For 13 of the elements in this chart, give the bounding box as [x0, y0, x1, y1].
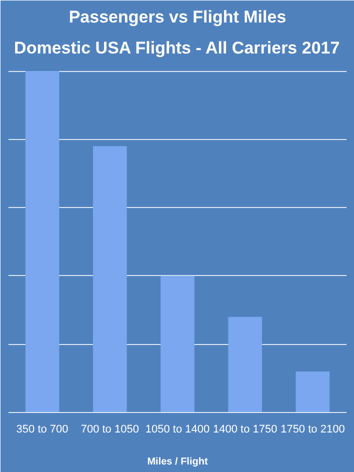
x-tick-label: 1400 to 1750: [212, 424, 278, 436]
x-tick-label: 1750 to 2100: [280, 424, 345, 436]
chart-title: Passengers vs Flight Miles: [68, 8, 286, 26]
bar: [25, 71, 60, 412]
bar: [296, 372, 330, 412]
bar: [160, 276, 194, 412]
chart-subtitle: Domestic USA Flights - All Carriers 2017: [14, 38, 340, 58]
x-tick-label: 350 to 700: [16, 424, 68, 436]
x-axis-title: Miles / Flight: [147, 456, 208, 468]
x-tick-label: 700 to 1050: [80, 424, 139, 436]
x-tick-label: 1050 to 1400: [145, 424, 210, 436]
bar: [93, 146, 127, 412]
bar: [228, 316, 262, 412]
